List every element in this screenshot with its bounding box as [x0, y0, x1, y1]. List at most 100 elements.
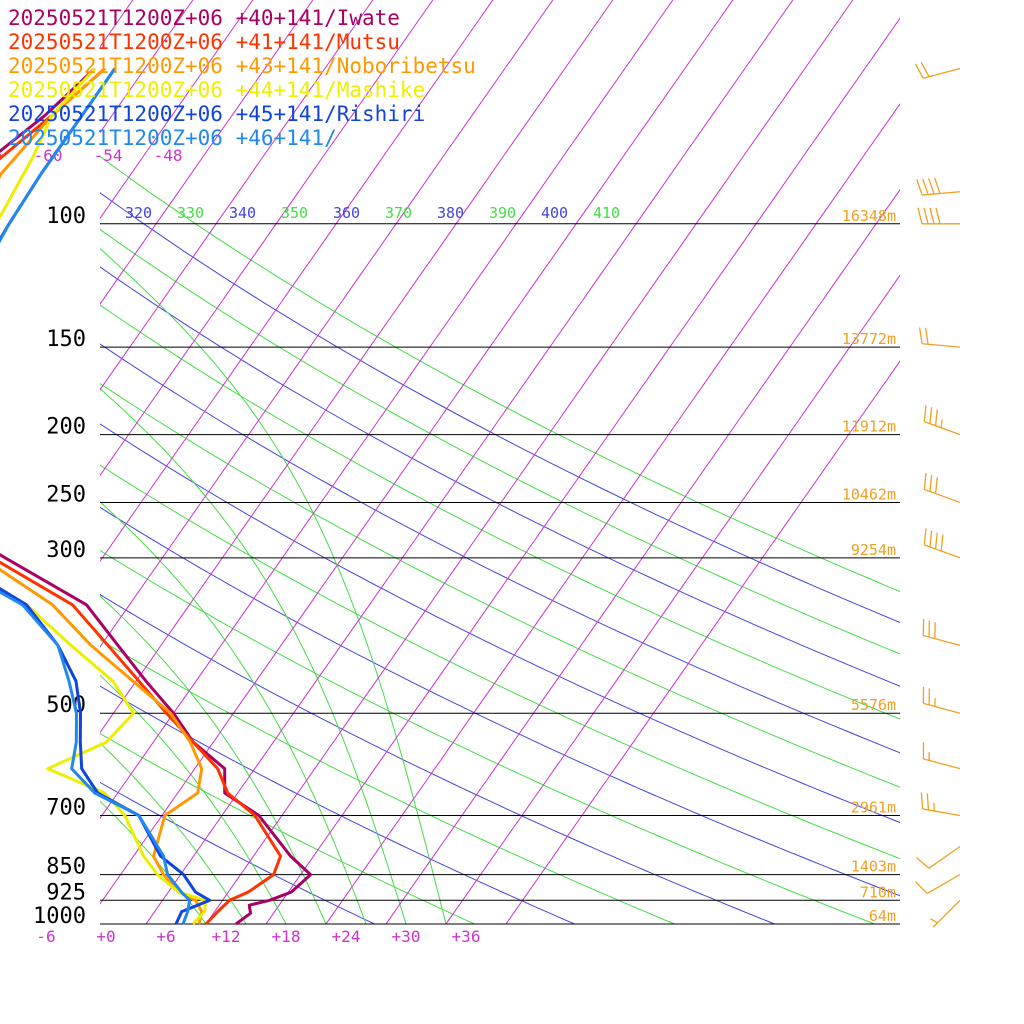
isotherm-line [100, 0, 554, 648]
sounding-group [0, 67, 313, 926]
dry-adiabat-group [100, 156, 900, 924]
legend-entry: 20250521T1200Z+06 +44+141/Mashike [8, 78, 425, 102]
isotherm-line [100, 0, 434, 477]
height-label: 2961m [851, 799, 896, 817]
isobar-group [100, 223, 900, 925]
dry-adiabat-line [100, 382, 900, 788]
legend-entry: 20250521T1200Z+06 +40+141/Iwate [8, 6, 400, 30]
temperature-tick-label: +24 [332, 927, 361, 946]
height-label: 9254m [851, 541, 896, 559]
sounding-line [0, 67, 212, 925]
height-label: 1403m [851, 858, 896, 876]
sounding-line [0, 67, 313, 926]
theta-label: 350 [281, 204, 308, 222]
pressure-label: 250 [46, 482, 86, 507]
sounding-line [0, 67, 208, 926]
legend-entry: 20250521T1200Z+06 +41+141/Mutsu [8, 30, 400, 54]
theta-label: 400 [541, 204, 568, 222]
pressure-label: 700 [46, 796, 86, 821]
sounding-line [0, 67, 204, 925]
temperature-tick-label: +18 [272, 927, 301, 946]
sounding-line [0, 67, 282, 926]
isotherm-line [445, 274, 900, 924]
wind-barb [922, 619, 961, 646]
wind-barb [923, 528, 961, 559]
isotherm-line [205, 0, 854, 924]
isotherm-line [100, 0, 614, 734]
isotherm-line [385, 188, 900, 924]
wind-barb [920, 792, 961, 817]
wind-barb [922, 686, 961, 714]
top-temperature-label: -48 [154, 146, 183, 165]
dry-adiabat-line [100, 304, 900, 720]
dry-adiabat-line [100, 549, 876, 924]
dry-adiabat-line [100, 506, 900, 897]
dry-adiabat-line [100, 464, 900, 860]
wind-barb-group [914, 62, 961, 928]
temperature-tick-label: +36 [452, 927, 481, 946]
height-label: 10462m [842, 485, 896, 503]
wind-barb [922, 742, 961, 770]
legend-entry: 20250521T1200Z+06 +45+141/Rishiri [8, 102, 425, 126]
pressure-label: 100 [46, 204, 86, 229]
theta-label: 340 [229, 204, 256, 222]
temperature-tick-label: +12 [212, 927, 241, 946]
top-temperature-label: -60 [34, 146, 63, 165]
dry-adiabat-line [100, 593, 776, 924]
wind-barb [914, 62, 961, 79]
theta-label: 390 [489, 204, 516, 222]
height-label: 5576m [851, 696, 896, 714]
dry-adiabat-line [100, 228, 900, 655]
top-temperature-label: -54 [94, 146, 123, 165]
theta-label: 370 [385, 204, 412, 222]
dry-adiabat-line [100, 156, 900, 593]
legend-entry: 20250521T1200Z+06 +46+141/ [8, 126, 337, 150]
theta-label: 360 [333, 204, 360, 222]
height-label: 64m [869, 907, 896, 925]
theta-label: 320 [125, 204, 152, 222]
theta-label: 410 [593, 204, 620, 222]
wind-barb [915, 845, 961, 869]
temperature-tick-label: +6 [156, 927, 175, 946]
theta-label: 380 [437, 204, 464, 222]
temperature-tick-label: -6 [36, 927, 55, 946]
sounding-line [0, 67, 192, 925]
isotherm-line [100, 0, 494, 563]
pressure-label: 150 [46, 327, 86, 352]
isotherm-line [505, 360, 900, 924]
wind-barb [929, 899, 961, 928]
wind-barb [923, 472, 961, 504]
height-label: 11912m [842, 418, 896, 436]
dry-adiabat-line [100, 423, 900, 824]
temperature-tick-label: +0 [96, 927, 115, 946]
moist-adiabat-line [100, 742, 247, 924]
label-group: 100150200250300500700850925100016348m137… [0, 146, 896, 946]
dry-adiabat-line [100, 192, 900, 624]
height-label: 16348m [842, 207, 896, 225]
isotherm-line [265, 17, 900, 924]
pressure-label: 850 [46, 855, 86, 880]
isotherm-line [325, 103, 900, 924]
pressure-label: 300 [46, 538, 86, 563]
moist-adiabat-line [100, 247, 447, 924]
height-label: 13772m [842, 330, 896, 348]
isotherm-line [100, 0, 674, 820]
dry-adiabat-line [100, 266, 900, 687]
wind-barb [917, 207, 960, 225]
legend: 20250521T1200Z+06 +40+141/Iwate20250521T… [8, 6, 476, 150]
dry-adiabat-line [100, 639, 676, 924]
legend-entry: 20250521T1200Z+06 +43+141/Noboribetsu [8, 54, 476, 78]
pressure-label: 200 [46, 415, 86, 440]
isotherm-line [100, 0, 734, 905]
wind-barb [918, 327, 961, 348]
height-label: 710m [860, 883, 896, 901]
dry-adiabat-line [100, 343, 900, 754]
wind-barb [923, 405, 961, 436]
wind-barb [916, 177, 961, 196]
dry-adiabat-line [100, 781, 376, 924]
temperature-tick-label: +30 [392, 927, 421, 946]
pressure-label: 1000 [33, 904, 86, 929]
pressure-label: 925 [46, 880, 86, 905]
